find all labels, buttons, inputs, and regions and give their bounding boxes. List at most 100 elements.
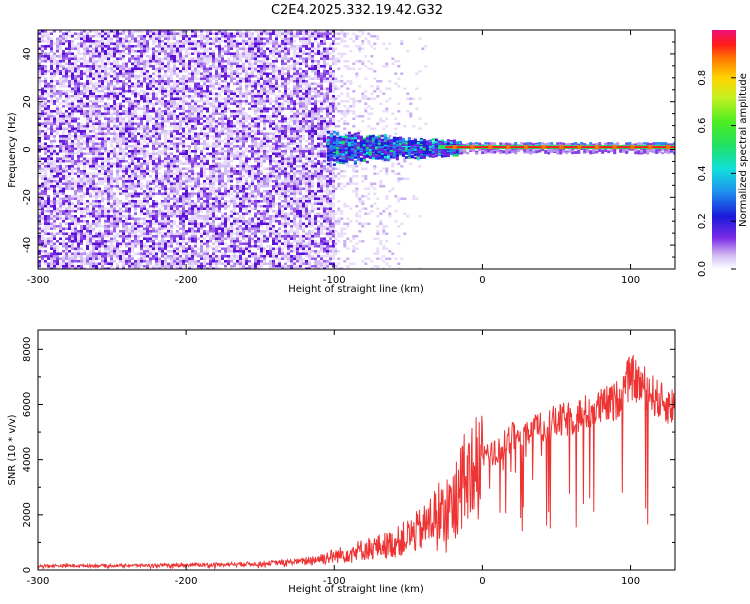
spectrogram-cell <box>167 172 170 175</box>
spectrogram-cell <box>62 35 65 38</box>
spectrogram-cell <box>116 250 119 253</box>
spectrogram-cell <box>209 257 212 260</box>
spectrogram-cell <box>230 115 233 118</box>
spectrogram-cell <box>209 85 212 88</box>
spectrogram-cell <box>173 142 176 145</box>
spectrogram-cell <box>227 45 230 48</box>
spectrogram-cell <box>128 72 131 75</box>
spectrogram-cell <box>179 90 182 93</box>
spectrogram-cell <box>116 32 119 35</box>
spectrogram-cell <box>167 52 170 55</box>
spectrogram-cell <box>179 140 182 143</box>
spectrogram-cell <box>77 80 80 83</box>
spectrogram-cell <box>113 235 116 238</box>
spectrogram-cell <box>164 142 167 145</box>
spectrogram-cell <box>38 90 41 93</box>
spectrogram-cell <box>77 85 80 88</box>
spectrogram-cell <box>143 77 146 80</box>
spectrogram-cell <box>170 130 173 133</box>
spectrogram-cell <box>215 205 218 208</box>
spectrogram-cell <box>206 252 209 255</box>
spectrogram-cell <box>155 82 158 85</box>
spectrogram-cell <box>155 192 158 195</box>
spectrogram-cell <box>170 140 173 143</box>
spectrogram-cell <box>65 187 68 190</box>
spectrogram-cell <box>155 40 158 43</box>
spectrogram-cell <box>77 205 80 208</box>
spectrogram-cell <box>191 240 194 243</box>
spectrogram-cell <box>95 60 98 63</box>
spectrogram-cell <box>131 235 134 238</box>
spectrogram-cell <box>113 177 116 180</box>
spectrogram-cell <box>158 190 161 193</box>
spectrogram-cell <box>140 202 143 205</box>
spectrogram-cell <box>110 232 113 235</box>
spectrogram-cell <box>107 215 110 218</box>
spectrogram-cell <box>218 137 221 140</box>
spectrogram-cell <box>53 130 56 133</box>
spectrogram-cell <box>221 40 224 43</box>
spectrogram-cell <box>197 112 200 115</box>
spectrogram-cell <box>182 112 185 115</box>
spectrogram-cell <box>95 65 98 68</box>
spectrogram-cell <box>203 57 206 60</box>
spectrogram-cell <box>206 177 209 180</box>
spectrogram-cell <box>212 92 215 95</box>
spectrogram-cell <box>83 185 86 188</box>
spectrogram-cell <box>116 57 119 60</box>
spectrogram-cell <box>236 197 239 200</box>
spectrogram-cell <box>167 130 170 133</box>
spectrogram-cell <box>47 145 50 148</box>
spectrogram-cell <box>38 185 41 188</box>
spectrogram-cell <box>65 212 68 215</box>
spectrogram-cell <box>50 55 53 58</box>
spectrogram-cell <box>173 127 176 130</box>
spectrogram-cell <box>95 257 98 260</box>
spectrogram-cell <box>194 50 197 53</box>
spectrogram-cell <box>41 60 44 63</box>
spectrogram-cell <box>95 117 98 120</box>
spectrogram-cell <box>212 67 215 70</box>
spectrogram-cell <box>155 147 158 150</box>
spectrogram-cell <box>89 210 92 213</box>
spectrogram-cell <box>119 72 122 75</box>
spectrogram-cell <box>227 145 230 148</box>
spectrogram-cell <box>47 35 50 38</box>
spectrogram-cell <box>236 90 239 93</box>
spectrogram-cell <box>131 72 134 75</box>
spectrogram-cell <box>140 152 143 155</box>
spectrogram-cell <box>215 132 218 135</box>
spectrogram-cell <box>59 70 62 73</box>
spectrogram-cell <box>167 60 170 63</box>
spectrogram-cell <box>125 160 128 163</box>
spectrogram-cell <box>119 40 122 43</box>
spectrogram-cell <box>176 170 179 173</box>
spectrogram-cell <box>212 115 215 118</box>
spectrogram-cell <box>188 117 191 120</box>
spectrogram-cell <box>140 247 143 250</box>
spectrogram-cell <box>56 37 59 40</box>
spectrogram-cell <box>143 92 146 95</box>
spectrogram-cell <box>236 155 239 158</box>
spectrogram-cell <box>173 232 176 235</box>
spectrogram-cell <box>74 105 77 108</box>
spectrogram-cell <box>77 200 80 203</box>
spectrogram-cell <box>50 202 53 205</box>
spectrogram-cell <box>134 175 137 178</box>
spectrogram-cell <box>68 82 71 85</box>
spectrogram-cell <box>149 197 152 200</box>
spectrogram-cell <box>122 40 125 43</box>
spectrogram-cell <box>140 42 143 45</box>
spectrogram-cell <box>161 50 164 53</box>
spectrogram-cell <box>77 165 80 168</box>
spectrogram-cell <box>77 260 80 263</box>
spectrogram-cell <box>62 192 65 195</box>
spectrogram-cell <box>71 222 74 225</box>
spectrogram-cell <box>170 32 173 35</box>
spectrogram-cell <box>143 250 146 253</box>
spectrogram-cell <box>119 230 122 233</box>
spectrogram-cell <box>149 85 152 88</box>
spectrogram-cell <box>173 52 176 55</box>
spectrogram-cell <box>137 237 140 240</box>
spectrogram-cell <box>215 100 218 103</box>
